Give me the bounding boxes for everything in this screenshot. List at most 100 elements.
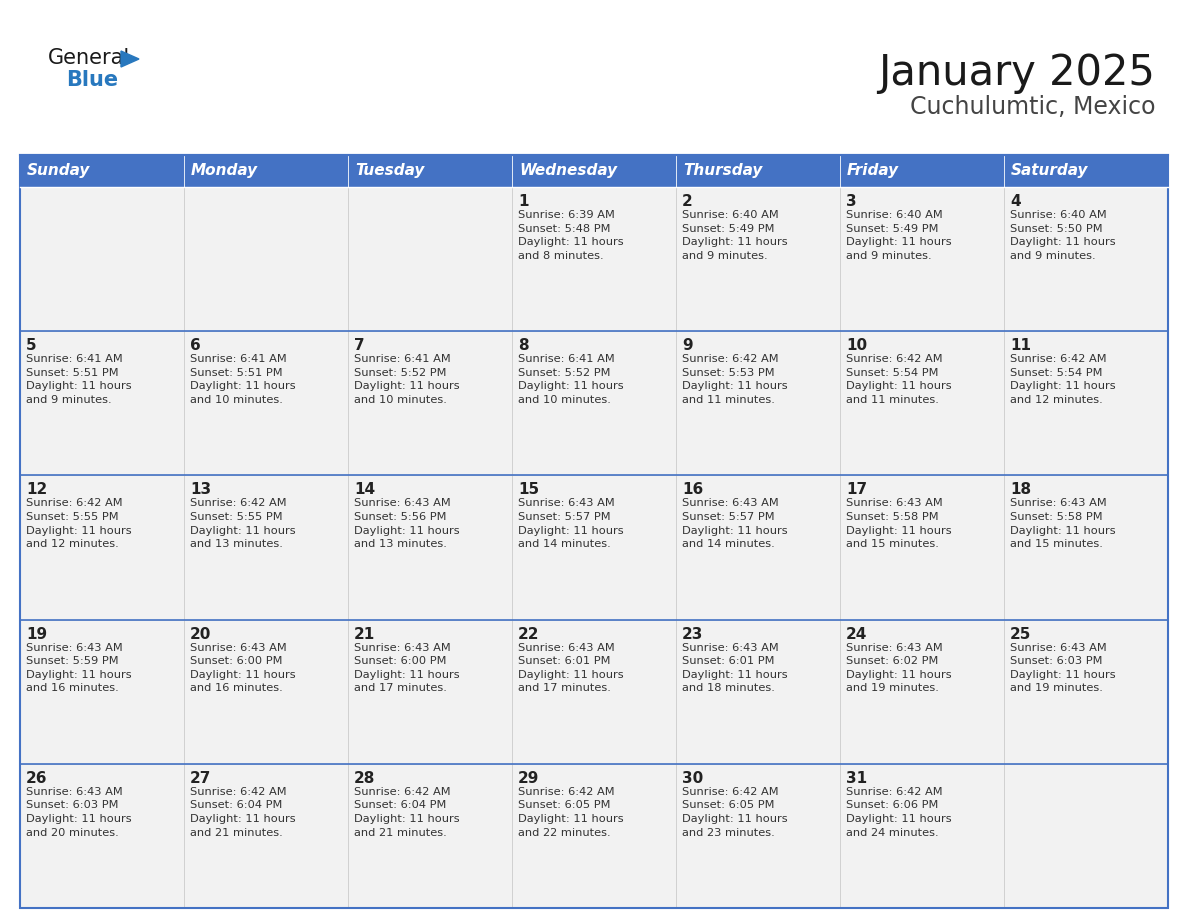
Text: Tuesday: Tuesday [355,163,424,178]
Bar [512,187,676,331]
Bar [840,476,1004,620]
Bar [20,620,184,764]
Text: 26: 26 [26,771,48,786]
Text: 11: 11 [1010,338,1031,353]
Text: Sunrise: 6:43 AM
Sunset: 6:00 PM
Daylight: 11 hours
and 16 minutes.: Sunrise: 6:43 AM Sunset: 6:00 PM Dayligh… [190,643,296,693]
Text: Sunrise: 6:42 AM
Sunset: 6:04 PM
Daylight: 11 hours
and 21 minutes.: Sunrise: 6:42 AM Sunset: 6:04 PM Dayligh… [190,787,296,837]
Bar [20,187,184,331]
Text: 23: 23 [682,627,703,642]
Bar [348,476,512,620]
Bar [184,331,348,476]
Text: 30: 30 [682,771,703,786]
Text: Sunrise: 6:41 AM
Sunset: 5:52 PM
Daylight: 11 hours
and 10 minutes.: Sunrise: 6:41 AM Sunset: 5:52 PM Dayligh… [518,354,624,405]
Bar [1004,187,1168,331]
Text: 9: 9 [682,338,693,353]
Text: 6: 6 [190,338,201,353]
Text: 31: 31 [846,771,867,786]
Text: Friday: Friday [847,163,899,178]
Polygon shape [121,51,139,67]
Text: 7: 7 [354,338,365,353]
Text: Sunrise: 6:43 AM
Sunset: 5:58 PM
Daylight: 11 hours
and 15 minutes.: Sunrise: 6:43 AM Sunset: 5:58 PM Dayligh… [1010,498,1116,549]
Text: Sunrise: 6:43 AM
Sunset: 6:03 PM
Daylight: 11 hours
and 19 minutes.: Sunrise: 6:43 AM Sunset: 6:03 PM Dayligh… [1010,643,1116,693]
Bar [20,476,184,620]
Bar [840,187,1004,331]
Bar [1004,331,1168,476]
Text: 3: 3 [846,194,857,209]
Text: 5: 5 [26,338,37,353]
Text: Sunrise: 6:42 AM
Sunset: 5:55 PM
Daylight: 11 hours
and 12 minutes.: Sunrise: 6:42 AM Sunset: 5:55 PM Dayligh… [26,498,132,549]
Text: 15: 15 [518,482,539,498]
Bar [348,620,512,764]
Text: 25: 25 [1010,627,1031,642]
Text: Sunrise: 6:42 AM
Sunset: 5:53 PM
Daylight: 11 hours
and 11 minutes.: Sunrise: 6:42 AM Sunset: 5:53 PM Dayligh… [682,354,788,405]
Text: 18: 18 [1010,482,1031,498]
Bar [348,155,512,187]
Text: Sunrise: 6:43 AM
Sunset: 5:56 PM
Daylight: 11 hours
and 13 minutes.: Sunrise: 6:43 AM Sunset: 5:56 PM Dayligh… [354,498,460,549]
Bar [184,620,348,764]
Text: Wednesday: Wednesday [519,163,617,178]
Text: 28: 28 [354,771,375,786]
Text: Sunrise: 6:43 AM
Sunset: 5:58 PM
Daylight: 11 hours
and 15 minutes.: Sunrise: 6:43 AM Sunset: 5:58 PM Dayligh… [846,498,952,549]
Bar [348,187,512,331]
Bar [676,764,840,908]
Text: Sunrise: 6:43 AM
Sunset: 5:59 PM
Daylight: 11 hours
and 16 minutes.: Sunrise: 6:43 AM Sunset: 5:59 PM Dayligh… [26,643,132,693]
Text: Sunrise: 6:40 AM
Sunset: 5:50 PM
Daylight: 11 hours
and 9 minutes.: Sunrise: 6:40 AM Sunset: 5:50 PM Dayligh… [1010,210,1116,261]
Text: Sunrise: 6:43 AM
Sunset: 6:02 PM
Daylight: 11 hours
and 19 minutes.: Sunrise: 6:43 AM Sunset: 6:02 PM Dayligh… [846,643,952,693]
Text: 4: 4 [1010,194,1020,209]
Text: 12: 12 [26,482,48,498]
Text: Blue: Blue [67,70,118,90]
Text: Sunrise: 6:41 AM
Sunset: 5:51 PM
Daylight: 11 hours
and 9 minutes.: Sunrise: 6:41 AM Sunset: 5:51 PM Dayligh… [26,354,132,405]
Bar [512,331,676,476]
Text: General: General [48,48,131,68]
Text: 13: 13 [190,482,211,498]
Text: Sunday: Sunday [27,163,90,178]
Text: Sunrise: 6:42 AM
Sunset: 6:05 PM
Daylight: 11 hours
and 22 minutes.: Sunrise: 6:42 AM Sunset: 6:05 PM Dayligh… [518,787,624,837]
Text: 17: 17 [846,482,867,498]
Bar [676,187,840,331]
Text: Sunrise: 6:41 AM
Sunset: 5:52 PM
Daylight: 11 hours
and 10 minutes.: Sunrise: 6:41 AM Sunset: 5:52 PM Dayligh… [354,354,460,405]
Text: 14: 14 [354,482,375,498]
Text: 27: 27 [190,771,211,786]
Text: Sunrise: 6:39 AM
Sunset: 5:48 PM
Daylight: 11 hours
and 8 minutes.: Sunrise: 6:39 AM Sunset: 5:48 PM Dayligh… [518,210,624,261]
Text: Sunrise: 6:40 AM
Sunset: 5:49 PM
Daylight: 11 hours
and 9 minutes.: Sunrise: 6:40 AM Sunset: 5:49 PM Dayligh… [846,210,952,261]
Bar [184,155,348,187]
Bar [1004,620,1168,764]
Bar [512,155,676,187]
Bar [512,476,676,620]
Bar [512,620,676,764]
Text: 10: 10 [846,338,867,353]
Text: Sunrise: 6:41 AM
Sunset: 5:51 PM
Daylight: 11 hours
and 10 minutes.: Sunrise: 6:41 AM Sunset: 5:51 PM Dayligh… [190,354,296,405]
Bar [184,764,348,908]
Text: Sunrise: 6:43 AM
Sunset: 5:57 PM
Daylight: 11 hours
and 14 minutes.: Sunrise: 6:43 AM Sunset: 5:57 PM Dayligh… [518,498,624,549]
Bar [20,764,184,908]
Text: Saturday: Saturday [1011,163,1088,178]
Text: 8: 8 [518,338,529,353]
Text: January 2025: January 2025 [878,52,1155,94]
Text: 2: 2 [682,194,693,209]
Text: 20: 20 [190,627,211,642]
Bar [348,764,512,908]
Text: Sunrise: 6:42 AM
Sunset: 5:54 PM
Daylight: 11 hours
and 12 minutes.: Sunrise: 6:42 AM Sunset: 5:54 PM Dayligh… [1010,354,1116,405]
Text: Sunrise: 6:43 AM
Sunset: 6:00 PM
Daylight: 11 hours
and 17 minutes.: Sunrise: 6:43 AM Sunset: 6:00 PM Dayligh… [354,643,460,693]
Bar [184,187,348,331]
Bar [840,155,1004,187]
Text: 1: 1 [518,194,529,209]
Bar [20,331,184,476]
Text: 19: 19 [26,627,48,642]
Bar [20,155,184,187]
Text: Sunrise: 6:42 AM
Sunset: 5:55 PM
Daylight: 11 hours
and 13 minutes.: Sunrise: 6:42 AM Sunset: 5:55 PM Dayligh… [190,498,296,549]
Text: Thursday: Thursday [683,163,763,178]
Bar [1004,764,1168,908]
Text: Sunrise: 6:43 AM
Sunset: 6:03 PM
Daylight: 11 hours
and 20 minutes.: Sunrise: 6:43 AM Sunset: 6:03 PM Dayligh… [26,787,132,837]
Text: Sunrise: 6:40 AM
Sunset: 5:49 PM
Daylight: 11 hours
and 9 minutes.: Sunrise: 6:40 AM Sunset: 5:49 PM Dayligh… [682,210,788,261]
Text: 22: 22 [518,627,539,642]
Text: Sunrise: 6:42 AM
Sunset: 6:06 PM
Daylight: 11 hours
and 24 minutes.: Sunrise: 6:42 AM Sunset: 6:06 PM Dayligh… [846,787,952,837]
Bar [1004,155,1168,187]
Text: 29: 29 [518,771,539,786]
Text: Sunrise: 6:43 AM
Sunset: 5:57 PM
Daylight: 11 hours
and 14 minutes.: Sunrise: 6:43 AM Sunset: 5:57 PM Dayligh… [682,498,788,549]
Text: Sunrise: 6:42 AM
Sunset: 6:05 PM
Daylight: 11 hours
and 23 minutes.: Sunrise: 6:42 AM Sunset: 6:05 PM Dayligh… [682,787,788,837]
Text: 24: 24 [846,627,867,642]
Text: Cuchulumtic, Mexico: Cuchulumtic, Mexico [910,95,1155,119]
Bar [1004,476,1168,620]
Bar [676,155,840,187]
